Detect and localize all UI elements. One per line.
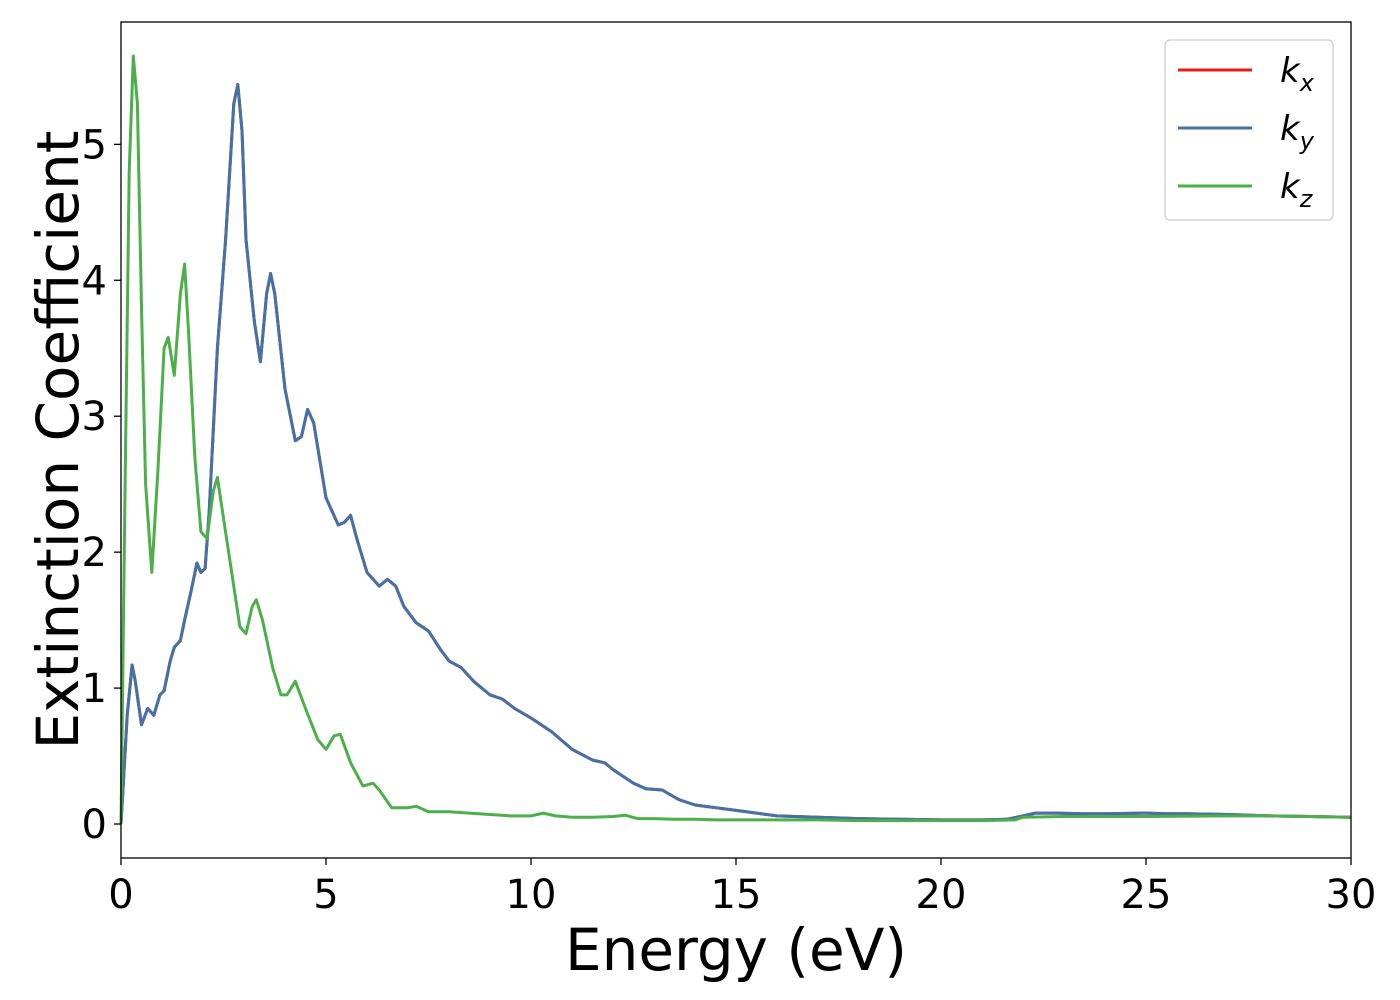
- x-tick-label: 30: [1326, 872, 1377, 918]
- y-tick-label: 5: [82, 122, 107, 168]
- x-tick-label: 0: [108, 872, 133, 918]
- y-axis-label: Extinction Coefficient: [24, 131, 92, 750]
- legend: kx ky kz: [1164, 39, 1334, 221]
- y-axis-ticks: 0 1 2 3 4 5: [82, 122, 121, 848]
- x-tick-label: 5: [313, 872, 338, 918]
- x-axis-label: Energy (eV): [565, 916, 907, 984]
- y-tick-label: 1: [82, 666, 107, 712]
- x-axis-ticks: 0 5 10 15 20 25 30: [108, 858, 1376, 918]
- x-tick-label: 25: [1121, 872, 1172, 918]
- x-tick-label: 20: [916, 872, 967, 918]
- legend-label-kx: kx: [1280, 51, 1315, 97]
- y-tick-label: 4: [82, 258, 107, 304]
- y-tick-label: 2: [82, 530, 107, 576]
- x-tick-label: 10: [506, 872, 557, 918]
- legend-label-kz: kz: [1280, 167, 1314, 213]
- y-tick-label: 0: [82, 802, 107, 848]
- series-line-kz: [119, 54, 1352, 825]
- legend-label-ky: ky: [1280, 109, 1315, 155]
- series-layer: [119, 54, 1352, 825]
- y-tick-label: 3: [82, 394, 107, 440]
- legend-box: [1164, 39, 1334, 221]
- x-tick-label: 15: [711, 872, 762, 918]
